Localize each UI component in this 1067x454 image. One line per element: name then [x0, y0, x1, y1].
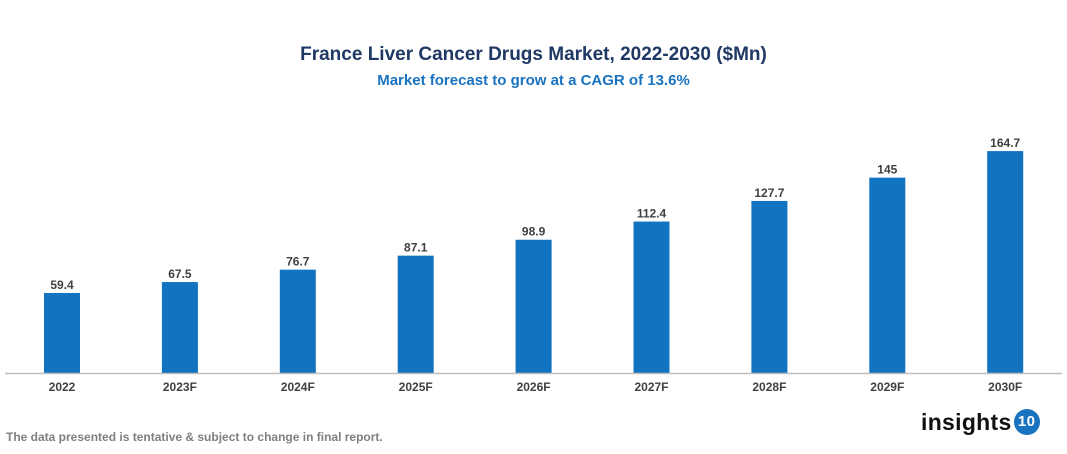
data-label: 67.5: [168, 267, 192, 281]
chart-title: France Liver Cancer Drugs Market, 2022-2…: [300, 44, 767, 65]
data-label: 164.7: [990, 136, 1020, 150]
logo-badge: 10: [1013, 408, 1040, 435]
bar: [44, 292, 80, 373]
x-tick-label: 2026F: [517, 380, 551, 394]
x-tick-label: 2028F: [752, 380, 786, 394]
data-label: 87.1: [404, 241, 428, 255]
data-label: 112.4: [637, 207, 667, 221]
insights10-logo: insights 10: [921, 408, 1040, 437]
x-tick-label: 2022: [49, 380, 76, 394]
bar: [633, 221, 670, 373]
bar: [751, 200, 788, 373]
data-label: 76.7: [286, 255, 310, 269]
x-tick-label: 2027F: [634, 380, 668, 394]
x-tick-label: 2024F: [281, 380, 315, 394]
data-label: 127.7: [754, 186, 784, 200]
data-label: 98.9: [522, 225, 546, 239]
bar: [397, 255, 434, 373]
bar: [515, 239, 552, 373]
bar: [869, 177, 906, 373]
data-label: 59.4: [50, 278, 74, 292]
chart-subtitle: Market forecast to grow at a CAGR of 13.…: [377, 72, 690, 89]
x-tick-label: 2029F: [870, 380, 904, 394]
x-tick-label: 2030F: [988, 380, 1022, 394]
bar: [987, 151, 1024, 373]
data-label: 145: [877, 163, 897, 177]
bar: [279, 269, 316, 373]
footer-note: The data presented is tentative & subjec…: [6, 430, 383, 444]
x-tick-label: 2023F: [163, 380, 197, 394]
x-tick-label: 2025F: [399, 380, 433, 394]
logo-text: insights: [921, 409, 1012, 435]
bar: [161, 282, 198, 373]
